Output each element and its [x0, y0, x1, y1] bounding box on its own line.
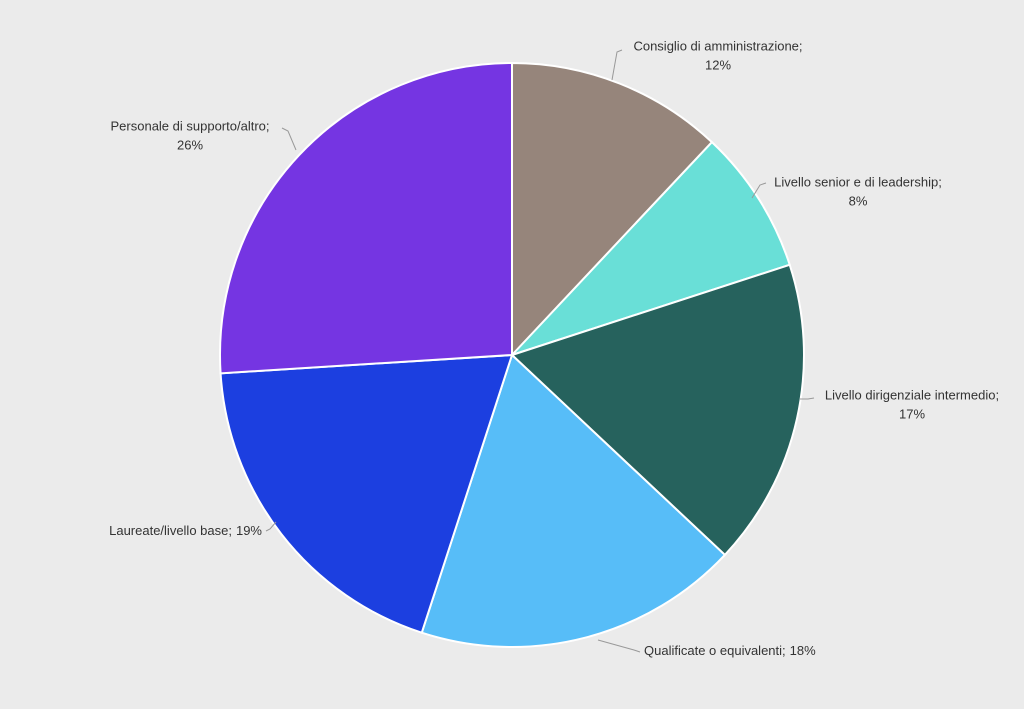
data-label-name: Qualificate o equivalenti; [644, 643, 786, 658]
pie-slice [511, 140, 791, 356]
leader-line [281, 127, 297, 151]
leader-line [611, 49, 623, 81]
leader-line [751, 182, 767, 199]
data-label-value: 12% [705, 57, 731, 72]
pie-slice [219, 353, 514, 634]
leader-line [265, 521, 277, 532]
data-label-value: 18% [790, 643, 816, 658]
data-label-value: 8% [849, 193, 868, 208]
leader-line [597, 639, 641, 653]
data-label-name: Laureate/livello base; [109, 523, 232, 538]
pie-slice [219, 61, 513, 375]
data-label-name: Consiglio di amministrazione; [633, 38, 802, 53]
data-label-value: 19% [236, 523, 262, 538]
pie-slice [510, 263, 805, 557]
pie-slice [420, 353, 727, 648]
data-label-value: 26% [177, 137, 203, 152]
pie-slice [511, 61, 714, 358]
data-label: Qualificate o equivalenti; 18% [644, 643, 816, 658]
data-label-name: Personale di supporto/altro; [111, 118, 270, 133]
data-label-value: 17% [899, 406, 925, 421]
data-label-name: Livello dirigenziale intermedio; [825, 387, 999, 402]
leader-line [800, 397, 815, 400]
data-label-name: Livello senior e di leadership; [774, 174, 942, 189]
data-label: Laureate/livello base; 19% [109, 523, 262, 538]
